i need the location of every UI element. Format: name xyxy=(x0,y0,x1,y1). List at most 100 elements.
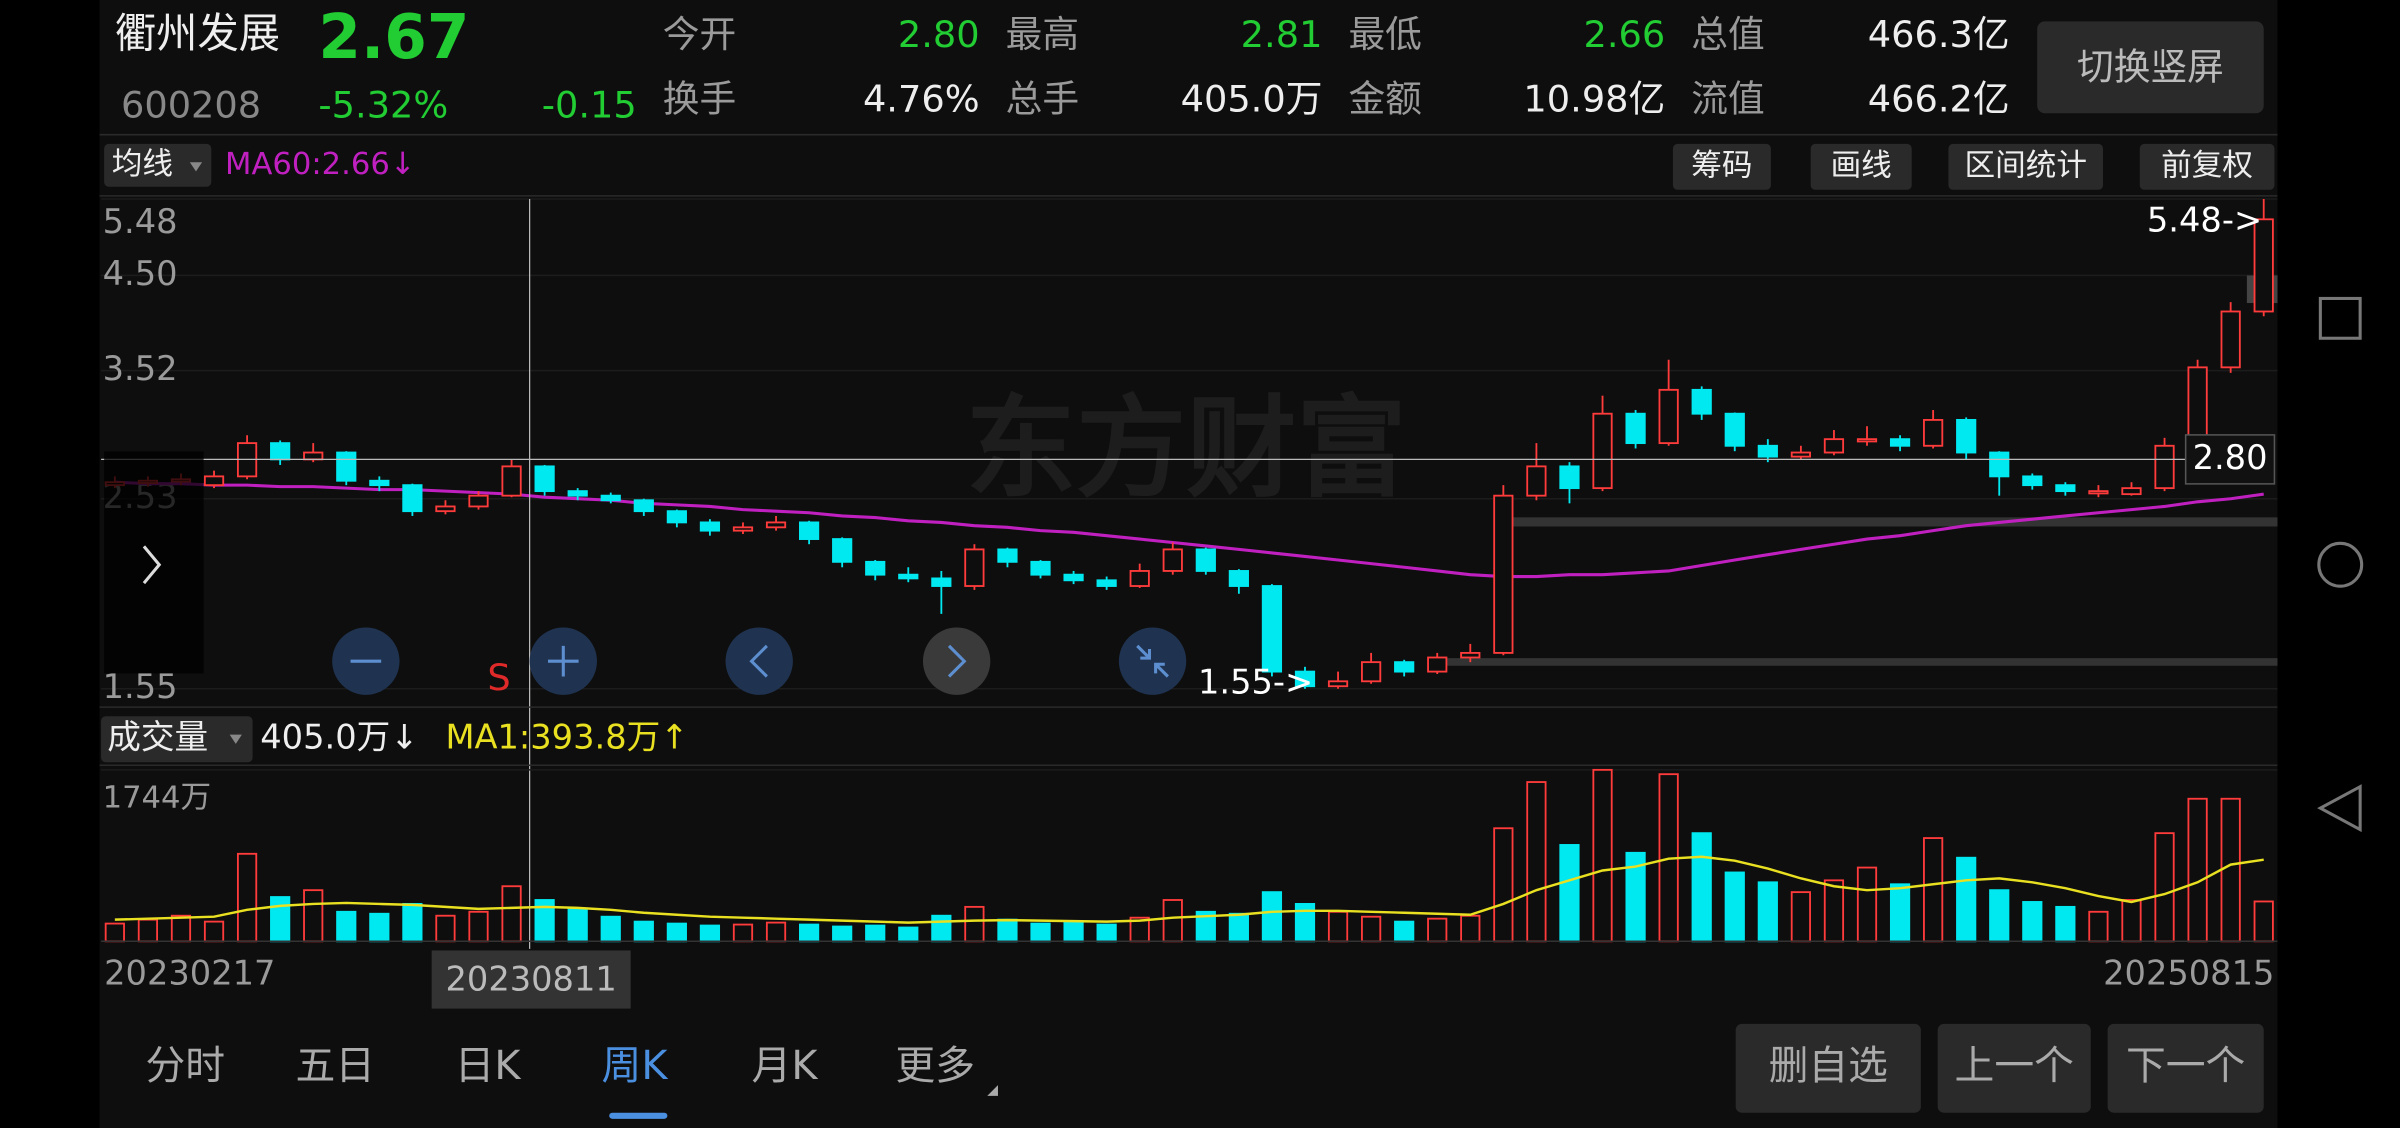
candle-body xyxy=(2088,490,2109,495)
candle-body xyxy=(1261,585,1283,673)
tool-button[interactable] xyxy=(2139,143,2275,190)
tool-label[interactable]: 画线 xyxy=(1831,148,1892,183)
volume-bar xyxy=(732,923,754,943)
nav-home[interactable] xyxy=(2317,541,2364,588)
indicator-label[interactable]: 均线 xyxy=(112,147,173,182)
candle-body xyxy=(1823,438,1845,454)
tool-label[interactable]: 前复权 xyxy=(2161,148,2253,183)
crosshair-price-tag xyxy=(2184,434,2276,485)
candle-body xyxy=(501,465,522,497)
scroll-right-icon[interactable] xyxy=(142,545,162,585)
nav-back[interactable] xyxy=(2317,784,2362,833)
volume-bar xyxy=(765,921,787,943)
crosshair-date: 20230811 xyxy=(446,960,617,999)
stat-label: 换手 xyxy=(663,78,736,121)
volume-indicator-select[interactable] xyxy=(101,716,253,763)
action-button-label[interactable]: 上一个 xyxy=(1955,1043,2074,1089)
volume-bar xyxy=(2154,832,2175,943)
candle-body xyxy=(270,442,291,461)
candle-body xyxy=(203,475,225,487)
tab[interactable]: 日K xyxy=(455,1043,522,1089)
signal-marker: S xyxy=(487,656,510,699)
volume-bar xyxy=(799,923,820,943)
tab[interactable]: 五日 xyxy=(295,1043,375,1089)
stat-label: 最高 xyxy=(1006,13,1079,56)
candle-body xyxy=(1658,388,1679,445)
candle-body xyxy=(435,505,456,513)
zoom-icon[interactable] xyxy=(547,645,579,677)
tool-label[interactable]: 筹码 xyxy=(1691,148,1752,183)
candle-body xyxy=(1162,548,1183,572)
stat-value: 2.80 xyxy=(898,13,980,56)
volume-bar xyxy=(1889,883,1911,943)
tool-button[interactable] xyxy=(1948,143,2104,190)
zoom-icon[interactable] xyxy=(947,644,967,678)
tab[interactable]: 月K xyxy=(752,1043,819,1089)
volume-indicator[interactable]: 成交量 xyxy=(107,718,208,757)
orientation-button[interactable] xyxy=(2037,21,2264,114)
candle-body xyxy=(765,521,787,529)
action-button[interactable] xyxy=(1735,1023,1921,1113)
tab[interactable]: 更多 xyxy=(895,1043,975,1089)
volume-bar xyxy=(997,918,1018,943)
candle-body xyxy=(1096,579,1117,587)
tool-button[interactable] xyxy=(1810,143,1912,190)
tool-label[interactable]: 区间统计 xyxy=(1965,148,2087,183)
zoom-button[interactable] xyxy=(1118,627,1187,695)
tab[interactable]: 周K xyxy=(602,1043,669,1089)
volume-bar xyxy=(832,925,853,943)
zoom-button[interactable] xyxy=(922,627,991,695)
nav-recent[interactable] xyxy=(2318,296,2362,340)
candle-body xyxy=(534,465,555,493)
stat-label: 流值 xyxy=(1691,78,1764,121)
tab[interactable]: 分时 xyxy=(145,1043,225,1089)
candle-body xyxy=(633,499,654,513)
volume-bar xyxy=(1096,923,1117,943)
volume-bar xyxy=(270,896,291,943)
candle-body xyxy=(1129,570,1150,587)
zoom-icon[interactable] xyxy=(1136,644,1169,678)
watermark: 东方财富 xyxy=(966,384,1407,512)
candle-body xyxy=(2154,444,2175,490)
volume-bar xyxy=(137,918,159,943)
stat-label: 今开 xyxy=(663,13,736,56)
indicator-select[interactable] xyxy=(104,143,212,187)
volume-bar xyxy=(898,926,919,943)
stock-name: 衢州发展 xyxy=(115,10,280,58)
action-button[interactable] xyxy=(2107,1023,2264,1113)
y-tick-label: 3.52 xyxy=(103,349,178,388)
tool-button[interactable] xyxy=(1672,143,1771,190)
candle-body xyxy=(1989,451,2010,478)
candle-body xyxy=(1394,661,1415,673)
change: -0.15 xyxy=(542,84,637,127)
action-button-label[interactable]: 删自选 xyxy=(1769,1043,1888,1089)
candle-body xyxy=(832,538,853,563)
volume-bar xyxy=(1493,827,1514,943)
candle-body xyxy=(1327,680,1349,688)
stat-label: 最低 xyxy=(1348,13,1421,56)
volume-bar xyxy=(1460,914,1481,943)
candle-body xyxy=(1294,670,1316,688)
action-button[interactable] xyxy=(1937,1023,2091,1113)
volume-bar xyxy=(402,903,423,943)
volume-ma-line xyxy=(114,855,2264,924)
candle-body xyxy=(1923,418,1944,447)
candle-body xyxy=(931,577,952,587)
action-button-label[interactable]: 下一个 xyxy=(2126,1043,2245,1089)
orientation-button-label[interactable]: 切换竖屏 xyxy=(2077,45,2224,88)
volume-bar xyxy=(666,922,687,943)
zoom-button[interactable] xyxy=(725,627,793,695)
volume-bar xyxy=(931,914,952,943)
candle-body xyxy=(1063,573,1084,582)
candle-body xyxy=(468,494,489,508)
min-label: 1.55-> xyxy=(1198,663,1313,702)
tabs: 分时 五日 日K 周K 月K 更多 xyxy=(145,1043,998,1119)
candle-body xyxy=(997,548,1018,563)
candle-body xyxy=(898,573,919,580)
volume-bar xyxy=(1592,768,1613,943)
zoom-icon[interactable] xyxy=(749,644,768,678)
scroll-panel[interactable] xyxy=(104,451,204,674)
candle-body xyxy=(1724,412,1745,447)
stat-label: 金额 xyxy=(1348,78,1421,121)
